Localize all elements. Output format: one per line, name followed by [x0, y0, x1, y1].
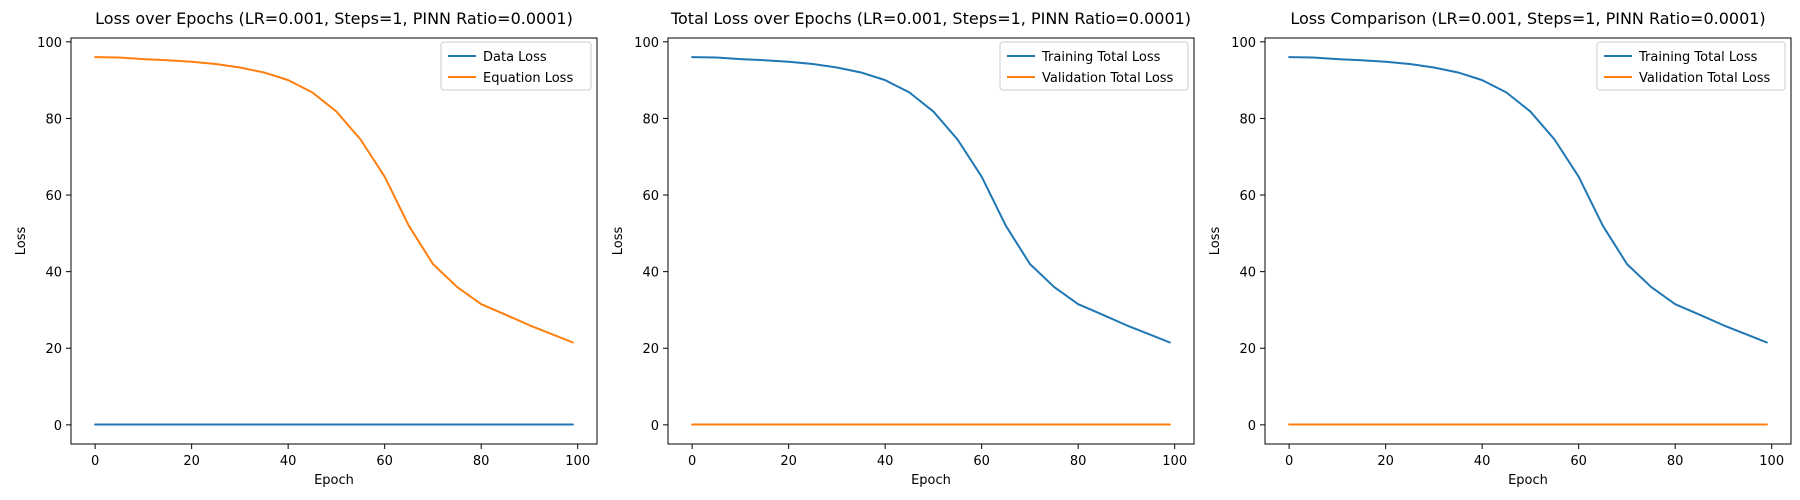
y-tick-label: 80	[642, 112, 659, 127]
legend: Data Loss Equation Loss	[440, 41, 592, 91]
y-tick-label: 40	[45, 266, 62, 281]
x-tick-label: 80	[1070, 454, 1087, 469]
y-tick-label: 20	[642, 342, 659, 357]
x-tick-label: 60	[1570, 454, 1587, 469]
x-tick-label: 100	[565, 454, 590, 469]
y-tick-label: 80	[1239, 112, 1256, 127]
y-tick-label: 40	[642, 266, 659, 281]
x-axis-label: Epoch	[314, 473, 354, 488]
chart-title: Loss over Epochs (LR=0.001, Steps=1, PIN…	[95, 9, 573, 28]
x-tick-label: 40	[280, 454, 297, 469]
x-tick-label: 60	[376, 454, 393, 469]
x-tick-label: 20	[780, 454, 797, 469]
legend-label: Data Loss	[483, 50, 547, 65]
legend-label: Training Total Loss	[1638, 50, 1758, 65]
y-tick-label: 20	[1239, 342, 1256, 357]
x-axis-label: Epoch	[1508, 473, 1548, 488]
y-tick-label: 0	[54, 419, 62, 434]
series-line-2	[94, 56, 574, 344]
chart-panel-1: Loss over Epochs (LR=0.001, Steps=1, PIN…	[14, 9, 598, 488]
x-tick-label: 100	[1162, 454, 1187, 469]
legend-label: Validation Total Loss	[1042, 71, 1174, 86]
x-tick-label: 0	[1285, 454, 1293, 469]
x-tick-label: 40	[877, 454, 894, 469]
x-axis-label: Epoch	[911, 473, 951, 488]
series-line-1	[691, 56, 1171, 344]
y-tick-label: 100	[1231, 36, 1256, 51]
y-tick-label: 0	[651, 419, 659, 434]
x-tick-label: 100	[1759, 454, 1784, 469]
legend-label: Validation Total Loss	[1639, 71, 1771, 86]
y-axis-label: Loss	[14, 227, 29, 256]
legend-box	[440, 41, 592, 91]
y-tick-label: 60	[642, 189, 659, 204]
y-tick-label: 100	[37, 36, 62, 51]
legend-label: Equation Loss	[483, 71, 573, 86]
x-tick-label: 80	[1667, 454, 1684, 469]
chart-title: Loss Comparison (LR=0.001, Steps=1, PINN…	[1290, 9, 1765, 28]
x-tick-label: 0	[91, 454, 99, 469]
plot-frame	[70, 37, 598, 445]
y-tick-label: 0	[1248, 419, 1256, 434]
legend: Training Total Loss Validation Total Loss	[999, 41, 1189, 91]
series-line-1	[1288, 56, 1768, 344]
plot-frame	[1264, 37, 1792, 445]
y-tick-label: 20	[45, 342, 62, 357]
chart-panel-2: Total Loss over Epochs (LR=0.001, Steps=…	[611, 9, 1195, 488]
y-tick-label: 60	[45, 189, 62, 204]
x-tick-label: 20	[183, 454, 200, 469]
y-tick-label: 100	[634, 36, 659, 51]
y-tick-label: 60	[1239, 189, 1256, 204]
y-axis-label: Loss	[1208, 227, 1223, 256]
y-tick-label: 80	[45, 112, 62, 127]
legend-label: Training Total Loss	[1041, 50, 1161, 65]
x-tick-label: 40	[1474, 454, 1491, 469]
x-tick-label: 80	[473, 454, 490, 469]
y-axis-label: Loss	[611, 227, 626, 256]
legend: Training Total Loss Validation Total Loss	[1596, 41, 1786, 91]
chart-panel-3: Loss Comparison (LR=0.001, Steps=1, PINN…	[1208, 9, 1792, 488]
x-tick-label: 60	[973, 454, 990, 469]
legend-box	[1596, 41, 1786, 91]
x-tick-label: 20	[1377, 454, 1394, 469]
x-tick-label: 0	[688, 454, 696, 469]
y-tick-label: 40	[1239, 266, 1256, 281]
plot-frame	[667, 37, 1195, 445]
legend-box	[999, 41, 1189, 91]
chart-title: Total Loss over Epochs (LR=0.001, Steps=…	[670, 9, 1191, 28]
